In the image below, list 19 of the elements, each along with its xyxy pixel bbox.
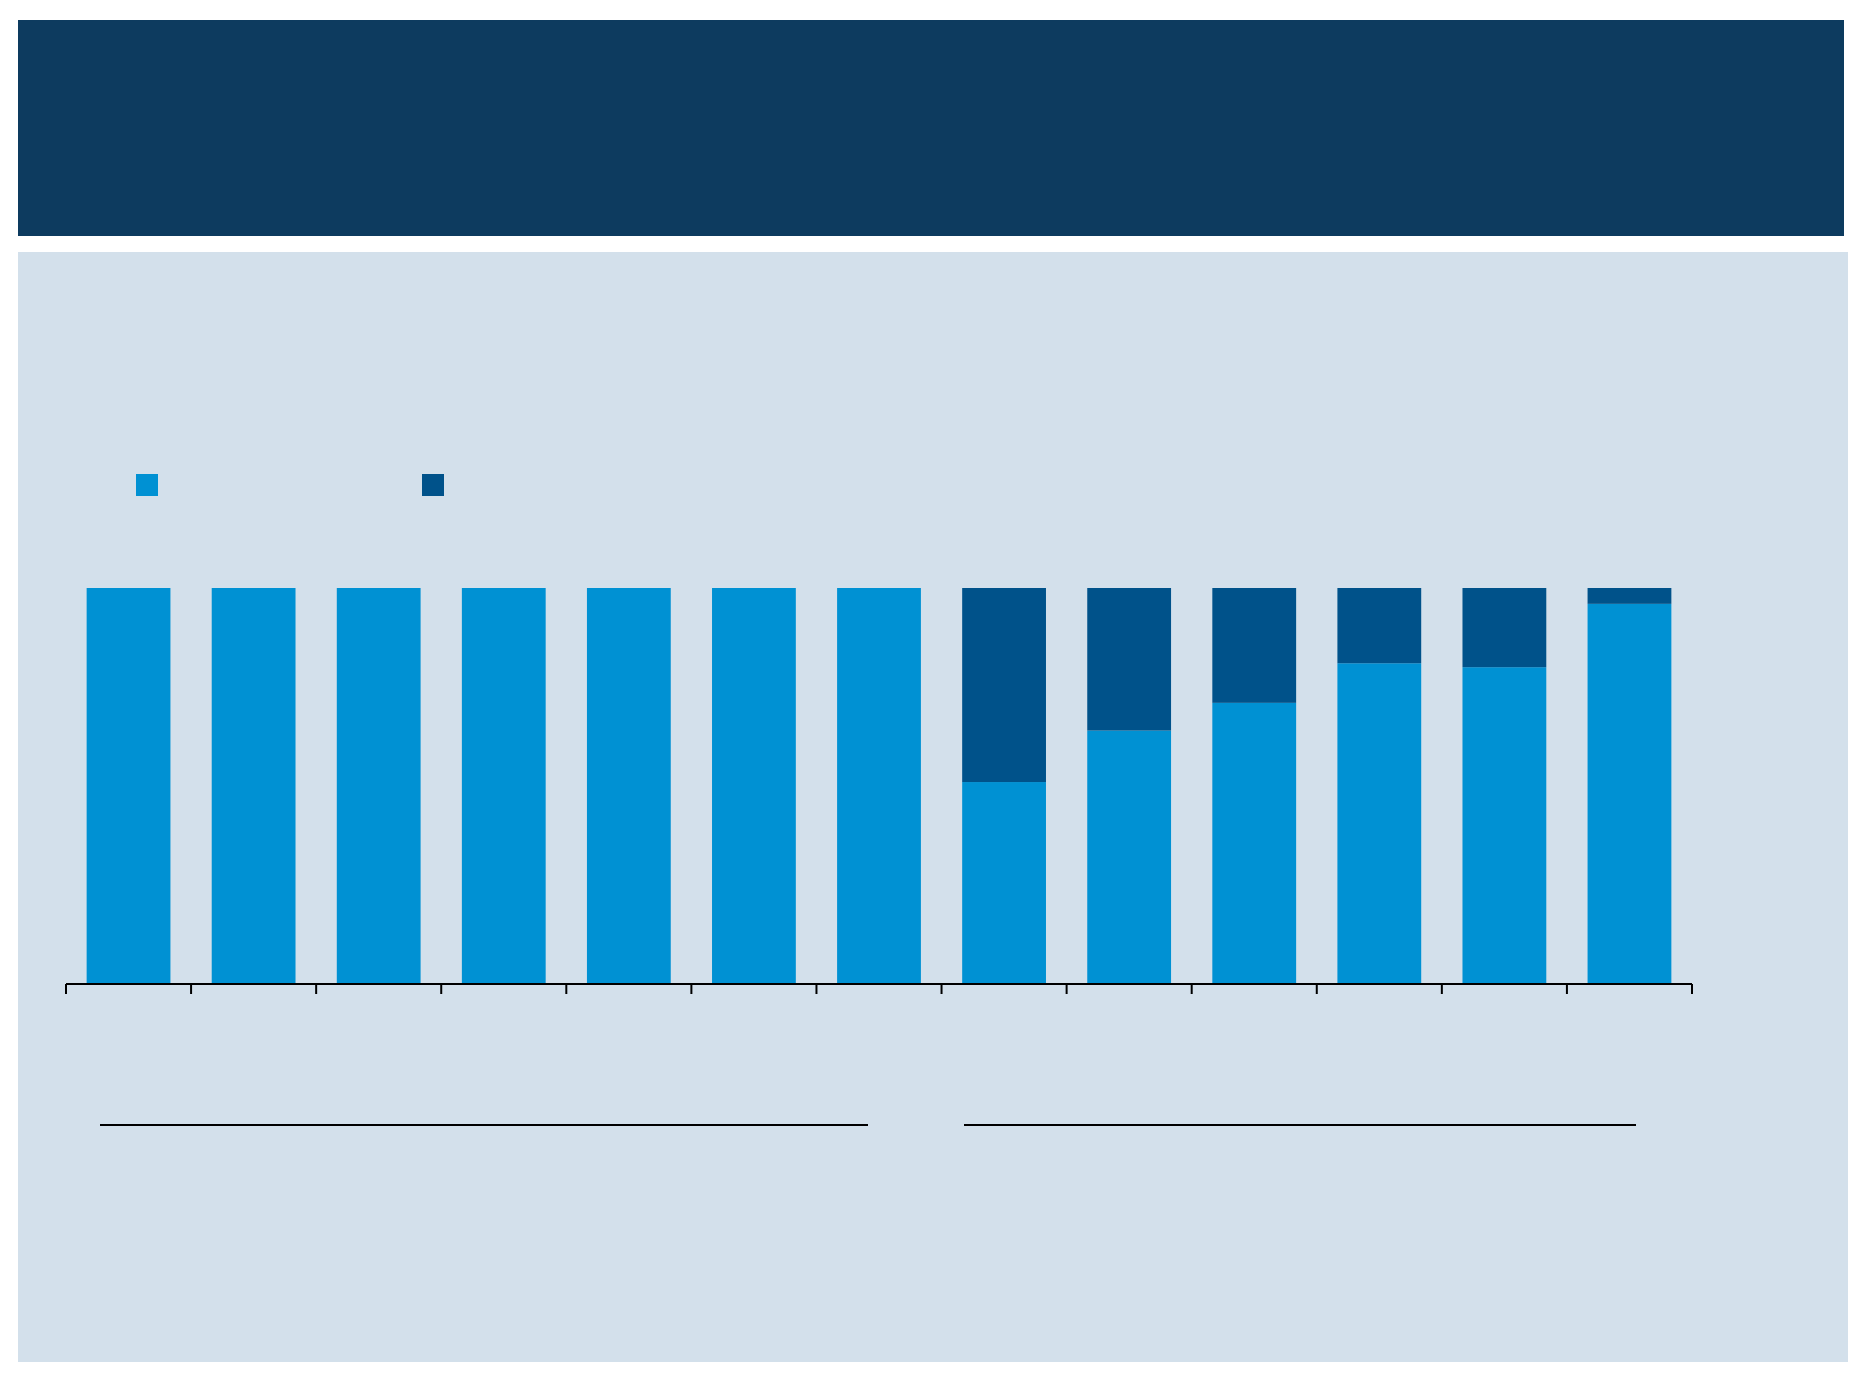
bar (86, 588, 171, 984)
bar (1462, 667, 1547, 984)
bar (211, 588, 296, 984)
bar (586, 588, 671, 984)
bar (1587, 603, 1672, 984)
bar (1337, 588, 1422, 664)
bar (1462, 588, 1547, 668)
bar (712, 588, 796, 984)
bar (1337, 663, 1422, 984)
bar (1212, 588, 1297, 703)
bar (1587, 588, 1672, 604)
bar (461, 588, 546, 984)
bar (1212, 702, 1297, 984)
bar (336, 588, 421, 984)
bar (1087, 730, 1172, 984)
bar (1087, 588, 1172, 731)
bar (962, 588, 1046, 783)
bar (962, 782, 1046, 984)
bar (837, 588, 921, 984)
